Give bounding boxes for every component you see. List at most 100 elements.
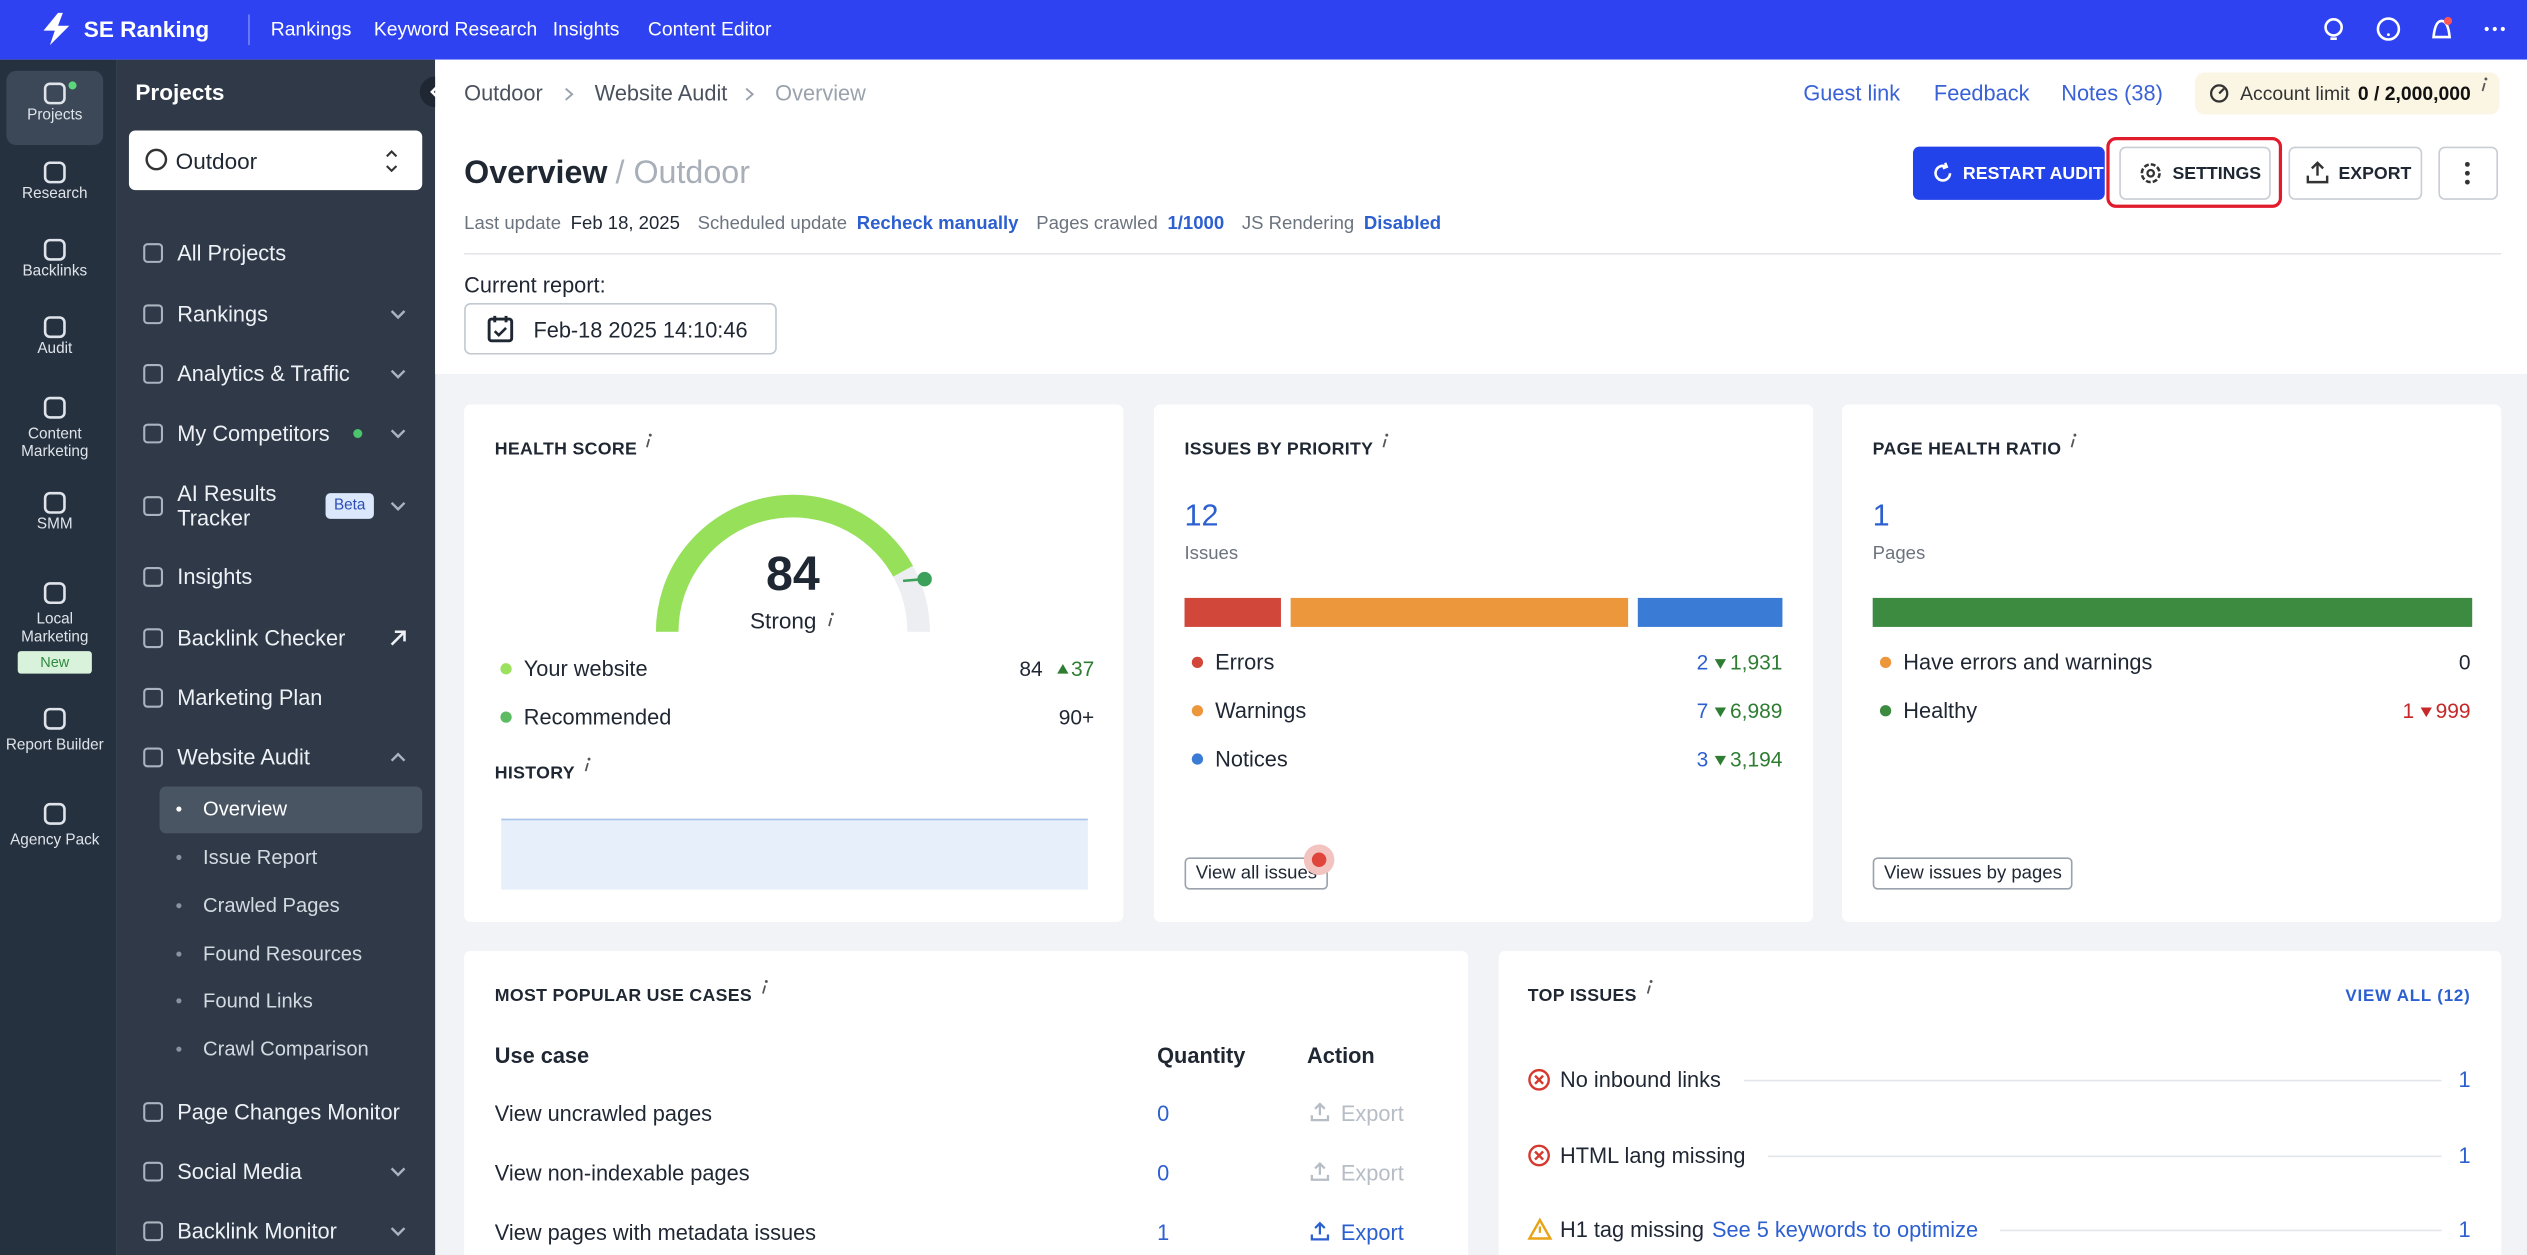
breadcrumb-item[interactable]: Outdoor — [464, 81, 543, 106]
menu-label[interactable]: Page Changes Monitor — [177, 1099, 400, 1125]
submenu-label[interactable]: Crawl Comparison — [203, 1037, 369, 1061]
menu-icon — [143, 363, 164, 384]
menu-label[interactable]: All Projects — [177, 240, 287, 266]
header-link[interactable]: Notes (38) — [2061, 81, 2163, 106]
menu-label[interactable]: Marketing Plan — [177, 685, 323, 710]
icon-part — [176, 951, 182, 957]
rail-label[interactable]: Local Marketing — [21, 610, 89, 647]
use-case-quantity[interactable]: 0 — [1157, 1101, 1170, 1126]
rail-icon — [43, 582, 66, 605]
chevron — [390, 1167, 406, 1177]
rail-label[interactable]: Audit — [37, 340, 73, 358]
menu-label[interactable]: Insights — [177, 564, 253, 590]
rail-label[interactable]: Report Builder — [5, 736, 104, 755]
issue-count[interactable]: 1 — [2458, 1067, 2471, 1092]
legend-dot — [500, 711, 512, 723]
report-select[interactable] — [464, 302, 777, 355]
use-case-action: Export — [1340, 1161, 1404, 1186]
menu-label[interactable]: Website Audit — [177, 745, 310, 770]
gauge-dot — [917, 571, 932, 587]
issue-count[interactable]: 1 — [2458, 1217, 2471, 1242]
meta-value[interactable]: Disabled — [1363, 214, 1442, 234]
use-case-quantity[interactable]: 1 — [1157, 1220, 1170, 1245]
menu-label[interactable]: Analytics & Traffic — [177, 361, 350, 386]
menu-label[interactable]: Rankings — [177, 302, 268, 327]
icon-part — [43, 802, 66, 825]
external-icon — [390, 630, 406, 646]
export-button[interactable] — [2288, 146, 2423, 200]
meta-label: Last update — [464, 214, 562, 234]
submenu-label[interactable]: Issue Report — [203, 846, 318, 869]
projects-panel — [116, 59, 436, 1255]
icon-part — [2464, 179, 2470, 185]
submenu-label[interactable]: Found Resources — [203, 942, 363, 966]
header-link[interactable]: Guest link — [1803, 81, 1901, 106]
calendar-icon — [487, 315, 514, 343]
icon-part — [43, 161, 66, 184]
menu-label[interactable]: AI Results Tracker — [177, 481, 277, 531]
rail-label[interactable]: SMM — [36, 515, 73, 534]
menu-label[interactable]: Social Media — [177, 1159, 302, 1184]
view-all-link[interactable]: VIEW ALL (12) — [2345, 986, 2471, 1006]
rail-label[interactable]: Backlinks — [22, 262, 88, 281]
issue-count[interactable]: 1 — [2458, 1142, 2471, 1167]
icon-part — [1310, 1234, 1330, 1241]
chevron — [390, 752, 406, 762]
pulse-inner — [1311, 852, 1327, 868]
icon-part — [2073, 433, 2077, 437]
top-nav-link[interactable]: Insights — [552, 17, 620, 41]
menu-label[interactable]: Backlink Checker — [177, 626, 346, 651]
breadcrumb-item[interactable]: Website Audit — [594, 81, 728, 106]
use-case-quantity[interactable]: 0 — [1157, 1161, 1170, 1186]
use-case-action[interactable]: Export — [1340, 1220, 1404, 1245]
icon-part — [176, 854, 182, 860]
top-nav-link[interactable]: Content Editor — [647, 17, 772, 41]
rail-label[interactable]: Research — [22, 185, 88, 204]
top-nav-link[interactable]: Rankings — [270, 17, 352, 41]
meta-value[interactable]: 1/1000 — [1167, 214, 1225, 234]
icon-part — [390, 310, 406, 320]
rail-label[interactable]: Projects — [27, 106, 83, 125]
card-title: HISTORY — [494, 763, 575, 784]
issue-link[interactable]: See 5 keywords to optimize — [1712, 1217, 1979, 1242]
gauge-value — [655, 494, 913, 632]
top-nav-link[interactable]: Keyword Research — [373, 17, 538, 41]
divider — [248, 14, 250, 46]
card-button[interactable]: View all issues — [1184, 857, 1329, 890]
meta-label: Pages crawled — [1036, 214, 1158, 234]
item-value: 3 — [1696, 746, 1709, 772]
meta-value[interactable]: Recheck manually — [856, 214, 1019, 234]
submenu-label[interactable]: Crawled Pages — [203, 894, 340, 918]
chevron — [390, 369, 406, 379]
icon-part — [648, 433, 652, 437]
info-icon — [1382, 433, 1389, 448]
card-button[interactable]: View issues by pages — [1872, 857, 2074, 890]
icon-part — [390, 501, 406, 511]
settings-button[interactable] — [2119, 146, 2271, 200]
down-arrow — [1714, 707, 1727, 718]
icon-part — [2146, 168, 2156, 178]
header-link[interactable]: Feedback — [1933, 81, 2030, 106]
rail-icon — [43, 161, 66, 184]
menu-label[interactable]: My Competitors — [177, 421, 330, 446]
rail-label[interactable]: Agency Pack — [10, 831, 100, 850]
restart-button[interactable] — [1912, 146, 2105, 200]
submenu-label[interactable]: Overview — [203, 797, 288, 821]
project-selector[interactable] — [128, 130, 423, 191]
icon-part — [1528, 1143, 1550, 1166]
submenu-label[interactable]: Found Links — [203, 989, 313, 1013]
rail-icon — [43, 802, 66, 825]
submenu-bullet — [176, 806, 182, 812]
gauge — [655, 494, 932, 632]
menu-label[interactable]: Backlink Monitor — [177, 1219, 337, 1244]
icon-part — [1382, 438, 1387, 448]
rail-icon — [43, 82, 66, 105]
rail-label[interactable]: Content Marketing — [21, 425, 89, 461]
icon-part — [390, 429, 406, 439]
item-dot — [1879, 656, 1892, 669]
menu-icon — [143, 243, 164, 263]
icon-part — [1714, 659, 1727, 669]
warning-icon — [1527, 1217, 1553, 1240]
export-icon — [1310, 1221, 1330, 1241]
icon-part — [143, 423, 164, 444]
